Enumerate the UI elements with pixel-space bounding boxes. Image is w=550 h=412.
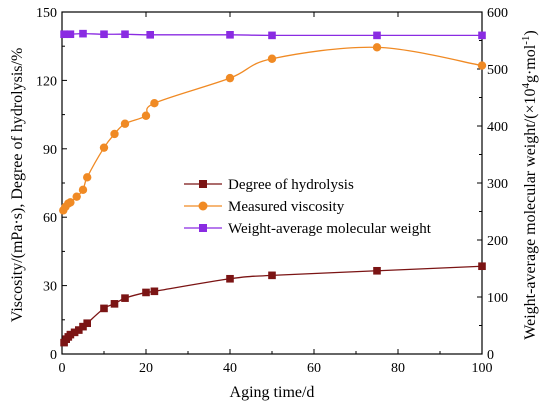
data-point-hydrolysis — [75, 326, 83, 334]
legend-entry-molecular-weight: Weight-average molecular weight — [184, 221, 432, 237]
series-viscosity — [59, 43, 487, 215]
data-point-viscosity — [225, 73, 235, 83]
x-tick-label: 0 — [59, 361, 66, 376]
data-point-hydrolysis — [100, 304, 108, 313]
legend-label-hydrolysis: Degree of hydrolysis — [228, 177, 354, 193]
y-left-tick-label: 30 — [43, 280, 57, 295]
y-left-tick-label: 60 — [43, 211, 57, 226]
x-tick-label: 60 — [307, 361, 321, 376]
series-hydrolysis — [60, 262, 486, 347]
data-point-viscosity — [72, 192, 81, 201]
y-right-tick-label: 600 — [487, 6, 508, 21]
y-right-axis-title: Weight-average molecular weight/(×104g·m… — [520, 30, 539, 339]
x-tick-label: 40 — [223, 361, 237, 376]
data-point-viscosity — [66, 198, 75, 207]
data-point-viscosity — [267, 54, 277, 63]
data-point-hydrolysis — [373, 266, 381, 275]
data-point-hydrolysis — [66, 330, 75, 339]
ticks-layer: 0 20 40 60 80 1000306090120150010020030040050… — [36, 6, 508, 376]
data-point-molecular-weight — [121, 30, 129, 39]
data-point-hydrolysis — [83, 319, 91, 328]
y-right-tick-label: 500 — [487, 63, 508, 78]
y-right-tick-label: 400 — [487, 120, 508, 135]
x-tick-label: 20 — [139, 361, 153, 376]
data-point-hydrolysis — [70, 328, 79, 337]
legend-marker-hydrolysis — [199, 180, 207, 188]
data-point-molecular-weight — [79, 29, 87, 38]
data-point-viscosity — [120, 119, 130, 128]
legend-label-molecular-weight: Weight-average molecular weight — [228, 221, 432, 237]
legend-entry-hydrolysis: Degree of hydrolysis — [184, 177, 354, 193]
data-point-molecular-weight — [100, 30, 108, 39]
y-right-tick-label: 100 — [487, 291, 508, 306]
y-left-tick-label: 150 — [36, 6, 57, 21]
data-point-hydrolysis — [226, 274, 234, 283]
data-point-hydrolysis — [110, 300, 119, 308]
legend-marker-viscosity — [198, 201, 208, 211]
data-point-viscosity — [78, 185, 88, 195]
data-point-molecular-weight — [268, 31, 276, 40]
y-right-tick-label: 0 — [487, 348, 494, 363]
legend-label-viscosity: Measured viscosity — [228, 199, 345, 215]
y-left-tick-label: 0 — [50, 348, 57, 363]
series-molecular-weight — [60, 29, 486, 40]
x-axis-title: Aging time/d — [230, 384, 315, 401]
data-point-hydrolysis — [268, 271, 276, 280]
legend: Degree of hydrolysis Measured viscosity … — [184, 177, 432, 237]
data-point-hydrolysis — [142, 288, 150, 297]
data-point-viscosity — [477, 61, 487, 70]
data-point-molecular-weight — [478, 31, 486, 40]
legend-entry-viscosity: Measured viscosity — [184, 199, 345, 215]
data-point-viscosity — [83, 173, 92, 182]
x-tick-label: 80 — [391, 361, 405, 376]
y-right-tick-label: 300 — [487, 177, 508, 192]
series-layer — [59, 29, 487, 347]
y-left-tick-label: 90 — [43, 143, 57, 158]
data-point-viscosity — [141, 111, 151, 120]
data-point-molecular-weight — [373, 31, 381, 40]
data-point-molecular-weight — [60, 30, 68, 39]
data-point-hydrolysis — [79, 322, 87, 331]
data-point-molecular-weight — [66, 30, 75, 39]
data-point-hydrolysis — [121, 294, 129, 302]
y-right-tick-label: 200 — [487, 234, 508, 249]
y-left-axis-title: Viscosity/(mPa·s), Degree of hydrolysis/… — [9, 48, 26, 323]
data-point-molecular-weight — [146, 31, 154, 39]
data-point-viscosity — [150, 99, 159, 108]
y-left-tick-label: 120 — [36, 74, 57, 89]
data-point-molecular-weight — [226, 31, 234, 39]
data-point-hydrolysis — [478, 262, 486, 271]
data-point-viscosity — [99, 143, 109, 152]
data-point-viscosity — [110, 129, 119, 139]
data-point-viscosity — [372, 43, 382, 52]
x-tick-label: 100 — [472, 361, 493, 376]
legend-marker-molecular-weight — [199, 224, 207, 232]
data-point-hydrolysis — [150, 287, 159, 296]
